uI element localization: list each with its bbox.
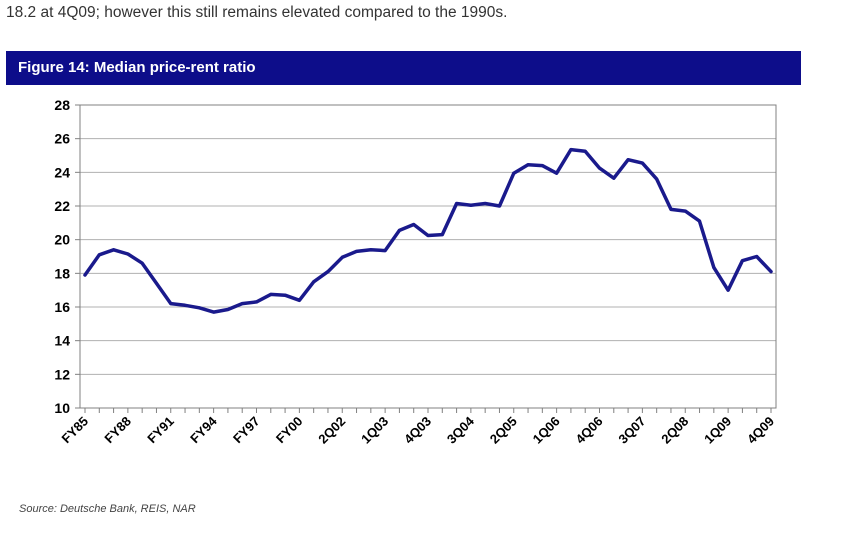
data-point (412, 223, 416, 227)
data-point (383, 249, 387, 253)
data-point (583, 149, 587, 153)
y-tick-label: 16 (54, 299, 70, 315)
data-point (598, 166, 601, 170)
data-point (540, 164, 544, 168)
plot-area-frame (79, 104, 777, 409)
x-tick-label: 1Q03 (358, 414, 391, 447)
data-point (626, 158, 630, 162)
series-layer (83, 147, 773, 314)
data-point (769, 270, 773, 274)
data-point (183, 303, 187, 307)
x-tick-label: 3Q07 (615, 414, 648, 447)
data-point (283, 293, 287, 297)
x-tick-label: 1Q06 (530, 414, 563, 447)
data-point (269, 292, 273, 296)
x-tick-label: 2Q02 (315, 414, 348, 447)
data-point (326, 270, 330, 274)
data-point (483, 201, 487, 205)
data-point (726, 288, 730, 292)
x-tick-label: 4Q09 (744, 414, 777, 447)
data-point (140, 261, 144, 265)
data-point (197, 306, 201, 310)
data-point (312, 280, 316, 284)
data-point (426, 233, 430, 237)
x-tick-label: FY97 (230, 414, 263, 447)
y-tick-label: 20 (54, 232, 70, 248)
y-tick-label: 10 (54, 400, 70, 416)
data-point (240, 302, 244, 306)
data-point (83, 273, 87, 277)
data-point (255, 300, 258, 304)
data-point (154, 281, 158, 285)
series-line (83, 147, 773, 314)
data-point (526, 163, 530, 167)
data-point (740, 259, 744, 263)
intro-text: 18.2 at 4Q09; however this still remains… (6, 4, 508, 21)
data-point (669, 207, 673, 211)
x-tick-label: 1Q09 (701, 414, 734, 447)
y-axis-ticks: 10 12 14 16 18 20 22 24 26 28 (54, 97, 80, 416)
data-point (455, 201, 459, 205)
x-tick-label: 4Q06 (573, 414, 606, 447)
data-point (397, 228, 401, 232)
x-tick-label: FY00 (273, 414, 306, 447)
data-point (297, 298, 301, 302)
data-point (655, 177, 659, 181)
x-axis-ticks: FY85 FY88 FY91 FY94 FY97 FY00 2Q02 1Q03 4Q03 3Q04… (59, 408, 777, 447)
figure-title: Figure 14: Median price-rent ratio (18, 59, 256, 76)
data-point (126, 252, 130, 256)
data-point (440, 233, 444, 237)
x-tick-label: 3Q04 (444, 413, 478, 447)
data-point (212, 310, 216, 314)
y-tick-label: 28 (54, 97, 70, 113)
data-point (712, 265, 716, 269)
x-tick-label: FY85 (59, 414, 92, 447)
x-tick-label: 4Q03 (401, 414, 434, 447)
x-tick-label: FY88 (101, 414, 134, 447)
data-point (569, 148, 573, 152)
data-point (683, 209, 687, 213)
data-point (512, 171, 516, 175)
y-tick-label: 24 (54, 164, 70, 180)
gridlines (80, 104, 776, 409)
y-tick-label: 22 (54, 198, 70, 214)
data-point (369, 248, 373, 252)
y-tick-label: 14 (54, 333, 70, 349)
data-point (355, 249, 359, 253)
data-point (112, 248, 116, 252)
data-point (555, 171, 559, 175)
x-tick-label: FY94 (187, 413, 220, 446)
data-point (497, 204, 501, 208)
data-point (226, 308, 230, 312)
data-point (612, 176, 616, 180)
figure-title-bar: Figure 14: Median price-rent ratio (6, 51, 801, 85)
y-tick-label: 12 (54, 366, 70, 382)
data-point (169, 302, 173, 306)
y-tick-label: 18 (54, 265, 70, 281)
data-point (97, 253, 101, 257)
x-tick-label: 2Q05 (487, 414, 520, 447)
data-point (698, 219, 702, 223)
x-tick-label: 2Q08 (658, 414, 691, 447)
data-point (469, 203, 473, 207)
data-point (340, 255, 344, 259)
data-point (640, 161, 644, 165)
x-tick-label: FY91 (144, 414, 177, 447)
y-tick-label: 26 (54, 131, 70, 147)
data-point (755, 255, 759, 258)
source-note: Source: Deutsche Bank, REIS, NAR (19, 503, 196, 515)
